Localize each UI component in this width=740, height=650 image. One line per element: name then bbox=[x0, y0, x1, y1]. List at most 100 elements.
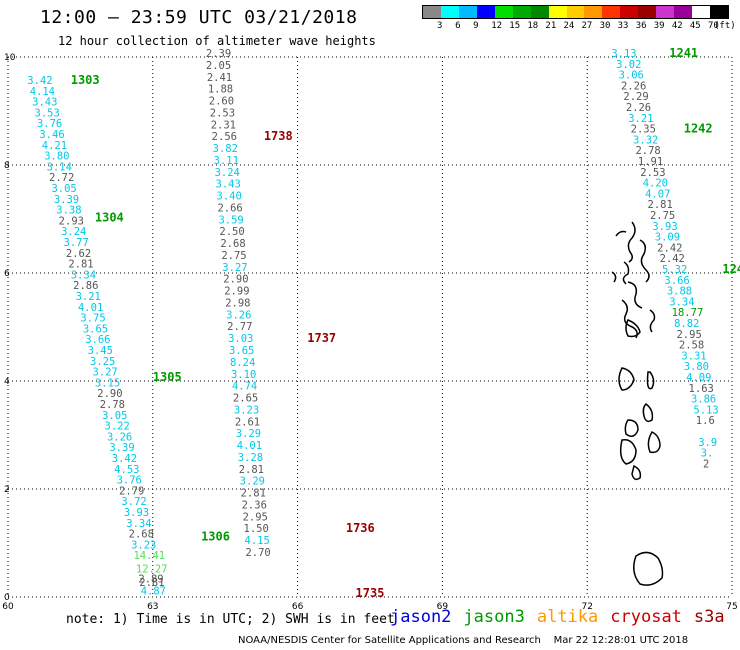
y-tick-label: 2 bbox=[4, 485, 10, 495]
color-scale-unit: (ft) bbox=[714, 21, 736, 31]
coastline-shape bbox=[618, 367, 635, 391]
color-swatch bbox=[440, 6, 459, 18]
y-tick-label: 6 bbox=[4, 269, 10, 279]
axis-tick-labels: 60 63 66 69 72 75 0 2 4 6 8 10 bbox=[2, 53, 737, 610]
wave-height-value: 2.50 bbox=[219, 226, 244, 238]
wave-height-value: 3.27 bbox=[92, 367, 117, 379]
color-scale-label: 36 bbox=[635, 21, 647, 31]
wave-height-value: 2.60 bbox=[209, 96, 234, 108]
wave-height-value: 2.70 bbox=[245, 547, 270, 559]
wave-height-value: 3.26 bbox=[107, 431, 132, 443]
wave-height-value: 3.46 bbox=[39, 129, 64, 141]
wave-height-value: 2.86 bbox=[73, 280, 98, 292]
wave-height-value: 3.34 bbox=[669, 296, 694, 308]
wave-height-value: 3.02 bbox=[616, 59, 641, 71]
color-scale-label: 39 bbox=[653, 21, 665, 31]
coastline-shape bbox=[619, 438, 637, 465]
color-swatch bbox=[692, 6, 710, 18]
wave-height-value: 2.68 bbox=[220, 238, 245, 250]
wave-height-value: 1.6 bbox=[696, 415, 715, 427]
wave-height-value: 3.65 bbox=[83, 323, 108, 335]
wave-height-value: 14.41 bbox=[133, 550, 165, 562]
wave-height-value: 2.68 bbox=[129, 529, 154, 541]
wave-height-value: 2.75 bbox=[650, 210, 675, 222]
wave-height-value: 4.15 bbox=[245, 535, 270, 547]
legend-item-s3a: s3a bbox=[693, 607, 725, 627]
wave-height-value: 4.21 bbox=[42, 140, 67, 152]
wave-height-value: 3.9 bbox=[698, 437, 717, 449]
wave-height-value: 3.24 bbox=[215, 167, 240, 179]
wave-height-value: 3.76 bbox=[117, 475, 142, 487]
wave-height-value: 3.45 bbox=[88, 345, 113, 357]
color-scale-label: 30 bbox=[599, 21, 611, 31]
wave-height-value: 2 bbox=[703, 458, 709, 470]
wave-height-value: 2.39 bbox=[206, 48, 231, 60]
wave-height-value: 2.81 bbox=[239, 464, 264, 476]
wave-height-value: 2.35 bbox=[631, 124, 656, 136]
wave-height-value: 1.63 bbox=[689, 383, 714, 395]
wave-height-value: 3.76 bbox=[37, 118, 62, 130]
wave-height-value: 2.98 bbox=[225, 297, 250, 309]
wave-height-value: 3.23 bbox=[234, 404, 259, 416]
wave-height-value: 2.72 bbox=[49, 172, 74, 184]
pass-time-label: 1304 bbox=[95, 211, 124, 225]
wave-height-value: 18.77 bbox=[672, 307, 704, 319]
wave-height-value: 3.05 bbox=[102, 410, 127, 422]
wave-height-value: 3.03 bbox=[228, 333, 253, 345]
color-scale-bar bbox=[422, 5, 729, 19]
chart-subtitle: 12 hour collection of altimeter wave hei… bbox=[58, 34, 376, 48]
wave-height-value: 3.14 bbox=[47, 161, 72, 173]
wave-height-value: 2.42 bbox=[657, 242, 682, 254]
pass-time-label: 1303 bbox=[71, 73, 100, 87]
wave-height-value: 2.36 bbox=[242, 499, 267, 511]
chart-title: 12:00 – 23:59 UTC 03/21/2018 bbox=[40, 7, 358, 28]
wave-height-value: 2.81 bbox=[648, 199, 673, 211]
wave-height-value: 3.80 bbox=[684, 361, 709, 373]
coastline-shape bbox=[625, 319, 641, 338]
wave-height-value: 5.13 bbox=[693, 404, 718, 416]
x-tick-label: 72 bbox=[581, 602, 592, 610]
wave-height-value: 2.81 bbox=[241, 488, 266, 500]
coastline-shape bbox=[615, 230, 627, 237]
coastline-shape bbox=[642, 403, 654, 423]
wave-height-value: 4.01 bbox=[237, 440, 262, 452]
color-swatch bbox=[620, 6, 639, 18]
wave-height-plot: 3.424.143.433.533.763.464.213.803.142.72… bbox=[2, 46, 740, 610]
coastline-shape bbox=[649, 309, 656, 333]
wave-height-value: 2.66 bbox=[217, 202, 242, 214]
color-swatch bbox=[423, 6, 441, 18]
wave-height-value: 3.43 bbox=[32, 97, 57, 109]
color-scale-label: 33 bbox=[617, 21, 629, 31]
color-swatch bbox=[548, 6, 567, 18]
x-tick-label: 60 bbox=[2, 602, 14, 610]
wave-height-value: 3.24 bbox=[61, 226, 86, 238]
wave-height-value: 5.32 bbox=[662, 264, 687, 276]
wave-height-value: 2.81 bbox=[68, 259, 93, 271]
wave-height-value: 2.53 bbox=[210, 107, 235, 119]
color-scale-label: 21 bbox=[545, 21, 557, 31]
y-tick-label: 0 bbox=[4, 593, 10, 603]
wave-height-value: 2.56 bbox=[212, 131, 237, 143]
pass-time-label: 1305 bbox=[153, 370, 182, 384]
pass-time-label: 1241 bbox=[669, 46, 698, 60]
wave-height-value: 3.39 bbox=[109, 442, 134, 454]
wave-height-value: 3.86 bbox=[691, 394, 716, 406]
wave-height-value: 3. bbox=[701, 448, 714, 460]
wave-height-value: 2.99 bbox=[224, 286, 249, 298]
wave-height-value: 2.95 bbox=[243, 511, 268, 523]
grid-lines bbox=[7, 56, 733, 598]
color-swatch bbox=[530, 6, 549, 18]
wave-height-value: 4.09 bbox=[686, 372, 711, 384]
wave-height-value: 2.26 bbox=[621, 80, 646, 92]
wave-height-value: 1.91 bbox=[638, 156, 663, 168]
wave-height-value: 2.95 bbox=[676, 329, 701, 341]
wave-height-value: 3.31 bbox=[681, 350, 706, 362]
color-scale-labels: 3 6 9 12 15 18 21 24 27 30 33 36 39 42 45 70 (ft) bbox=[422, 21, 740, 33]
wave-height-value: 3.22 bbox=[105, 421, 130, 433]
wave-height-value: 3.59 bbox=[218, 214, 243, 226]
wave-height-value: 3.66 bbox=[85, 334, 110, 346]
wave-height-value: 2.42 bbox=[660, 253, 685, 265]
legend-item-cryosat: cryosat bbox=[610, 607, 682, 627]
wave-height-value: 3.38 bbox=[56, 205, 81, 217]
wave-height-value: 3.93 bbox=[652, 221, 677, 233]
